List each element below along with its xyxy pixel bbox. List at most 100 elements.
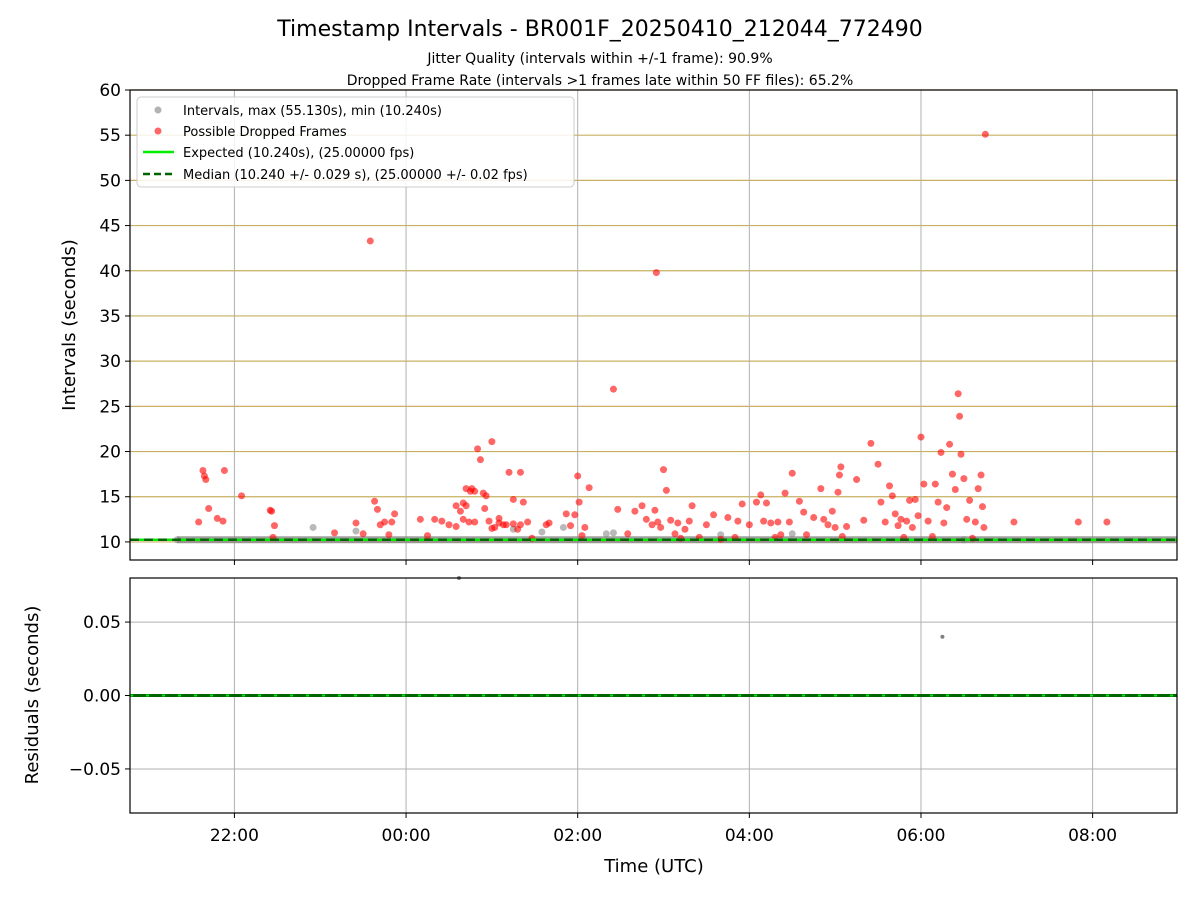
dropped-frame-point bbox=[963, 515, 971, 523]
legend-label: Median (10.240 +/- 0.029 s), (25.00000 +… bbox=[183, 168, 528, 183]
dropped-frame-point bbox=[957, 450, 965, 458]
dropped-frame-point bbox=[431, 515, 439, 523]
dropped-frame-point bbox=[752, 498, 760, 506]
dropped-frame-point bbox=[1010, 518, 1018, 526]
dropped-frame-point bbox=[462, 502, 470, 510]
dropped-frame-point bbox=[917, 433, 925, 441]
dropped-frame-point bbox=[571, 511, 579, 519]
dropped-frame-point bbox=[509, 520, 517, 528]
dropped-frame-point bbox=[837, 463, 845, 471]
dropped-frame-point bbox=[777, 531, 785, 539]
dropped-frame-point bbox=[891, 510, 899, 518]
dropped-frame-point bbox=[654, 518, 662, 526]
dropped-frame-point bbox=[971, 518, 979, 526]
dropped-frame-point bbox=[724, 514, 732, 522]
dropped-frame-point bbox=[438, 517, 446, 525]
dropped-frame-point bbox=[774, 518, 782, 526]
dropped-frame-point bbox=[445, 521, 453, 529]
x-tick-label: 22:00 bbox=[210, 826, 259, 846]
dropped-frame-point bbox=[667, 516, 675, 524]
dropped-frame-point bbox=[903, 517, 911, 525]
dropped-frame-point bbox=[906, 496, 914, 504]
dropped-frame-point bbox=[416, 515, 424, 523]
dropped-frame-point bbox=[452, 502, 460, 510]
dropped-frame-point bbox=[738, 500, 746, 508]
dropped-frame-point bbox=[853, 476, 861, 484]
dropped-frame-point bbox=[509, 495, 517, 503]
dropped-frame-point bbox=[762, 499, 770, 507]
dropped-frame-point bbox=[205, 504, 213, 512]
dropped-frame-point bbox=[491, 523, 499, 531]
dropped-frame-point bbox=[652, 269, 660, 277]
dropped-frame-point bbox=[657, 523, 665, 531]
dropped-frame-point bbox=[662, 486, 670, 494]
dropped-frame-point bbox=[838, 533, 846, 540]
dropped-frame-point bbox=[785, 518, 793, 526]
dropped-frame-point bbox=[928, 533, 936, 540]
legend-marker-intervals bbox=[154, 106, 162, 114]
dropped-frame-point bbox=[481, 504, 489, 512]
legend-label: Intervals, max (55.130s), min (10.240s) bbox=[183, 104, 442, 119]
dropped-frame-point bbox=[757, 491, 765, 499]
dropped-frame-point bbox=[831, 523, 839, 531]
x-axis-label: Time (UTC) bbox=[603, 856, 704, 877]
dropped-frame-point bbox=[980, 523, 988, 531]
legend-marker-dropped bbox=[154, 127, 162, 135]
dropped-frame-point bbox=[195, 518, 203, 526]
dropped-frame-point bbox=[888, 492, 896, 500]
dropped-frame-point bbox=[937, 448, 945, 456]
top-y-tick-label: 20 bbox=[99, 443, 121, 463]
bottom-y-tick-label: 0.05 bbox=[83, 613, 121, 633]
dropped-frame-point bbox=[934, 498, 942, 506]
dropped-frame-point bbox=[800, 508, 808, 516]
dropped-frame-point bbox=[1103, 518, 1111, 526]
dropped-frame-point bbox=[519, 498, 527, 506]
dropped-frame-point bbox=[614, 505, 622, 513]
dropped-frame-point bbox=[213, 514, 221, 522]
dropped-frame-point bbox=[820, 515, 828, 523]
dropped-frame-point bbox=[471, 487, 479, 495]
dropped-frame-point bbox=[499, 521, 507, 529]
dropped-frame-point bbox=[688, 502, 696, 510]
dropped-frame-point bbox=[1074, 518, 1082, 526]
dropped-frame-point bbox=[974, 485, 982, 493]
dropped-frame-point bbox=[908, 523, 916, 531]
dropped-frame-point bbox=[924, 517, 932, 525]
dropped-frame-point bbox=[931, 480, 939, 488]
dropped-frame-point bbox=[495, 514, 503, 522]
legend-label: Possible Dropped Frames bbox=[183, 125, 347, 140]
dropped-frame-point bbox=[881, 518, 889, 526]
interval-point bbox=[352, 527, 360, 535]
dropped-frame-point bbox=[516, 521, 524, 529]
dropped-frame-point bbox=[734, 517, 742, 525]
dropped-frame-point bbox=[781, 489, 789, 497]
dropped-frame-point bbox=[886, 482, 894, 490]
dropped-frame-point bbox=[567, 522, 575, 530]
dropped-frame-point bbox=[894, 522, 902, 530]
bottom-y-axis-label: Residuals (seconds) bbox=[22, 606, 43, 785]
dropped-frame-point bbox=[810, 514, 818, 522]
residuals-panel: 0.05 0.00 −0.05 22:00 00:00 02:00 04:00 06:00 08… bbox=[69, 576, 1178, 846]
dropped-frame-point bbox=[977, 471, 985, 479]
dropped-frame-point bbox=[465, 518, 473, 526]
dropped-frame-point bbox=[424, 532, 432, 540]
x-tick-label: 08:00 bbox=[1068, 826, 1117, 846]
dropped-frame-point bbox=[352, 519, 360, 527]
dropped-frame-point bbox=[914, 512, 922, 520]
dropped-frame-point bbox=[867, 439, 875, 447]
legend: Intervals, max (55.130s), min (10.240s) P… bbox=[136, 96, 575, 188]
dropped-frame-point bbox=[954, 390, 962, 398]
dropped-frame-point bbox=[803, 531, 811, 539]
dropped-frame-point bbox=[824, 521, 832, 529]
dropped-frame-point bbox=[624, 530, 632, 538]
bottom-y-tick-label: −0.05 bbox=[69, 760, 121, 780]
dropped-frame-point bbox=[940, 519, 948, 527]
interval-point bbox=[559, 523, 567, 531]
dropped-frame-point bbox=[956, 412, 964, 420]
interval-point bbox=[609, 529, 617, 537]
interval-point bbox=[309, 523, 317, 531]
dropped-frame-point bbox=[391, 510, 399, 518]
residual-point bbox=[940, 634, 945, 639]
dropped-frame-point bbox=[381, 518, 389, 526]
